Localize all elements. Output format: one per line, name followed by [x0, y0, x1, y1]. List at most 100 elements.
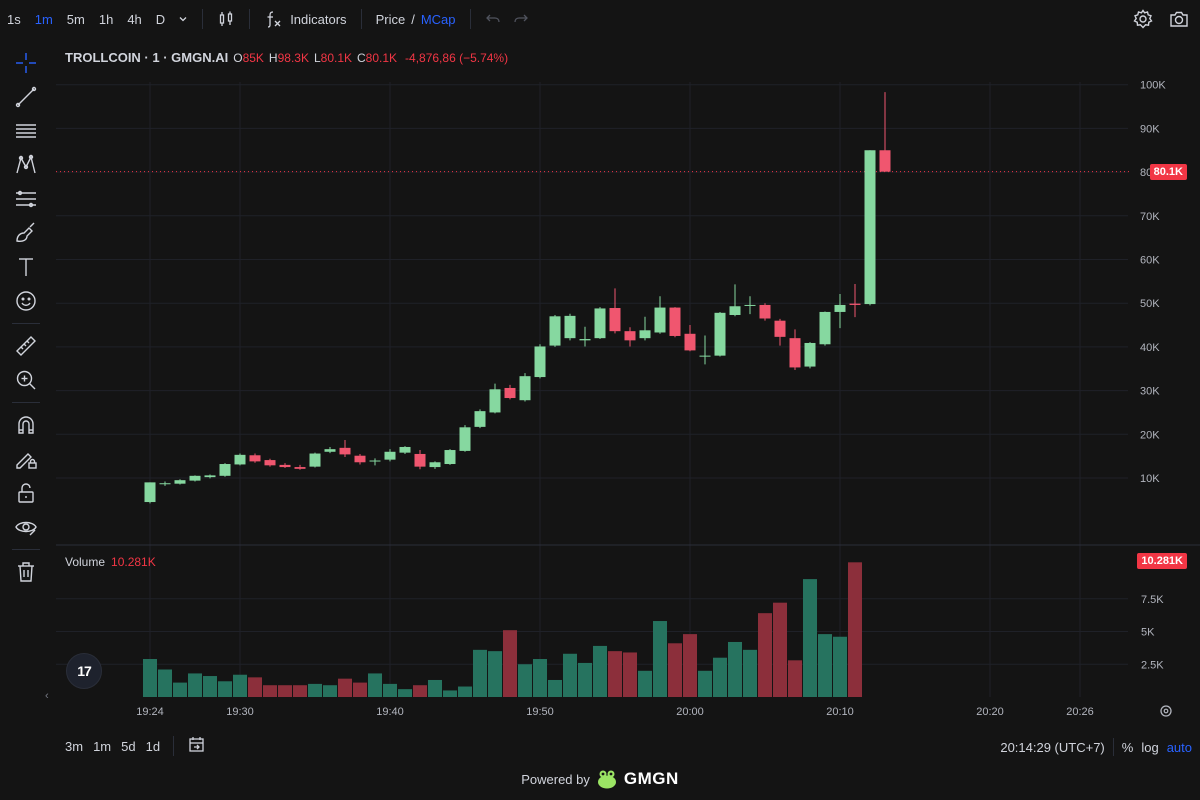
unlock-icon [18, 483, 34, 503]
horizontal-lines-tool[interactable] [12, 117, 40, 145]
pattern-icon [16, 154, 36, 174]
volume-bar [593, 645, 607, 697]
timeframe-1h[interactable]: 1h [98, 11, 114, 27]
range-1d[interactable]: 1d [145, 738, 161, 754]
text-tool[interactable] [12, 253, 40, 281]
brush-tool[interactable] [12, 219, 40, 247]
range-1m[interactable]: 1m [93, 738, 112, 754]
candle-body [159, 483, 171, 485]
candle-body [654, 307, 666, 333]
volume-bar [638, 670, 652, 697]
pattern-tool[interactable] [12, 151, 40, 179]
goto-date-button[interactable] [182, 735, 212, 758]
low-value: 80.1K [320, 50, 352, 65]
candle-body [174, 480, 186, 484]
toolbar-divider [360, 9, 362, 29]
volume-bar [398, 689, 412, 697]
candle-body [609, 308, 621, 332]
mcap-label: MCap [420, 11, 456, 27]
timeframe-4h[interactable]: 4h [127, 11, 142, 27]
candle-body [519, 376, 531, 401]
volume-bar [803, 579, 817, 697]
candle-body [459, 427, 471, 451]
crosshair-tool[interactable] [12, 49, 40, 77]
change-value: -4,876,86 (−5.74%) [405, 50, 509, 65]
volume-bar [458, 686, 472, 697]
candle-body [354, 455, 366, 463]
volume-legend: Volume 10.281K [65, 555, 156, 569]
auto-scale-toggle[interactable]: auto [1166, 739, 1192, 755]
timeframe-dropdown-button[interactable] [172, 14, 194, 24]
candle-body [594, 308, 606, 339]
ruler-icon [16, 336, 36, 356]
price-mcap-toggle[interactable]: Price / MCap [370, 12, 462, 27]
timeframe-d[interactable]: D [155, 11, 166, 27]
remove-drawings-tool[interactable] [12, 558, 40, 586]
lock-drawing-tool[interactable] [12, 445, 40, 473]
timeframe-5m[interactable]: 5m [66, 11, 85, 27]
time-axis-tick: 19:50 [526, 706, 554, 718]
toolbar-divider [12, 549, 40, 550]
volume-bar [218, 681, 232, 697]
candle-body [234, 454, 246, 465]
horizontal-lines-icon [16, 124, 36, 138]
log-scale-toggle[interactable]: log [1141, 739, 1159, 755]
magnet-tool[interactable] [12, 411, 40, 439]
candle-body [804, 342, 816, 367]
high-value: 98.3K [277, 50, 309, 65]
chevron-down-icon [179, 17, 187, 22]
candle-body [429, 462, 441, 468]
timeframe-1s[interactable]: 1s [7, 11, 21, 27]
volume-bar [608, 651, 622, 697]
candle-body [879, 150, 891, 172]
zoom-tool[interactable] [12, 366, 40, 394]
trend-line-tool[interactable] [12, 83, 40, 111]
candle-body [789, 338, 801, 368]
gmgn-brand[interactable]: GMGN [623, 769, 679, 788]
toolbar-divider [12, 402, 40, 403]
candle-body [399, 446, 411, 453]
hide-drawings-tool[interactable] [12, 513, 40, 541]
volume-bar [413, 685, 427, 697]
range-5d[interactable]: 5d [121, 738, 136, 754]
percent-scale-toggle[interactable]: % [1121, 739, 1134, 755]
frog-logo-icon [597, 770, 616, 789]
calendar-goto-icon [189, 736, 204, 752]
chart-type-button[interactable] [211, 10, 241, 28]
symbol-title[interactable]: TROLLCOIN · 1 · GMGN.AI [65, 50, 229, 65]
candle-body [189, 475, 201, 481]
collapse-toolbar-button[interactable]: ‹ [45, 690, 49, 702]
fib-tool[interactable] [12, 185, 40, 213]
timezone-clock[interactable]: 20:14:29 (UTC+7) [1000, 739, 1105, 755]
price-chart[interactable]: 100K90K80K70K60K50K40K30K20K10K7.5K5K2.5… [56, 42, 1200, 732]
settings-button[interactable] [1132, 8, 1154, 30]
zoom-in-icon [16, 370, 36, 390]
volume-axis-tick: 7.5K [1141, 594, 1164, 606]
volume-value: 10.281K [111, 555, 156, 569]
screenshot-button[interactable] [1168, 8, 1190, 30]
close-label: C80.1K [357, 51, 397, 65]
volume-bar [743, 649, 757, 697]
time-axis-tick: 20:00 [676, 706, 704, 718]
close-key: C [357, 50, 366, 65]
time-axis-tick: 20:20 [976, 706, 1004, 718]
undo-icon [485, 14, 500, 23]
tradingview-logo[interactable]: 17 [66, 653, 102, 689]
lock-all-tool[interactable] [12, 479, 40, 507]
fib-retracement-icon [16, 190, 36, 208]
undo-button[interactable] [479, 11, 507, 27]
timeframe-1m[interactable]: 1m [34, 11, 53, 27]
smiley-icon [16, 291, 36, 311]
candle-body [849, 303, 861, 305]
redo-button[interactable] [507, 11, 535, 27]
range-3m[interactable]: 3m [65, 738, 84, 754]
indicators-button[interactable]: Indicators [258, 10, 352, 28]
candle-body [474, 411, 486, 427]
volume-bar [473, 649, 487, 697]
low-label: L80.1K [314, 51, 352, 65]
price-mcap-slash: / [411, 11, 415, 27]
crosshair-icon [16, 53, 36, 73]
measure-tool[interactable] [12, 332, 40, 360]
price-axis-tick: 50K [1140, 298, 1160, 310]
emoji-tool[interactable] [12, 287, 40, 315]
